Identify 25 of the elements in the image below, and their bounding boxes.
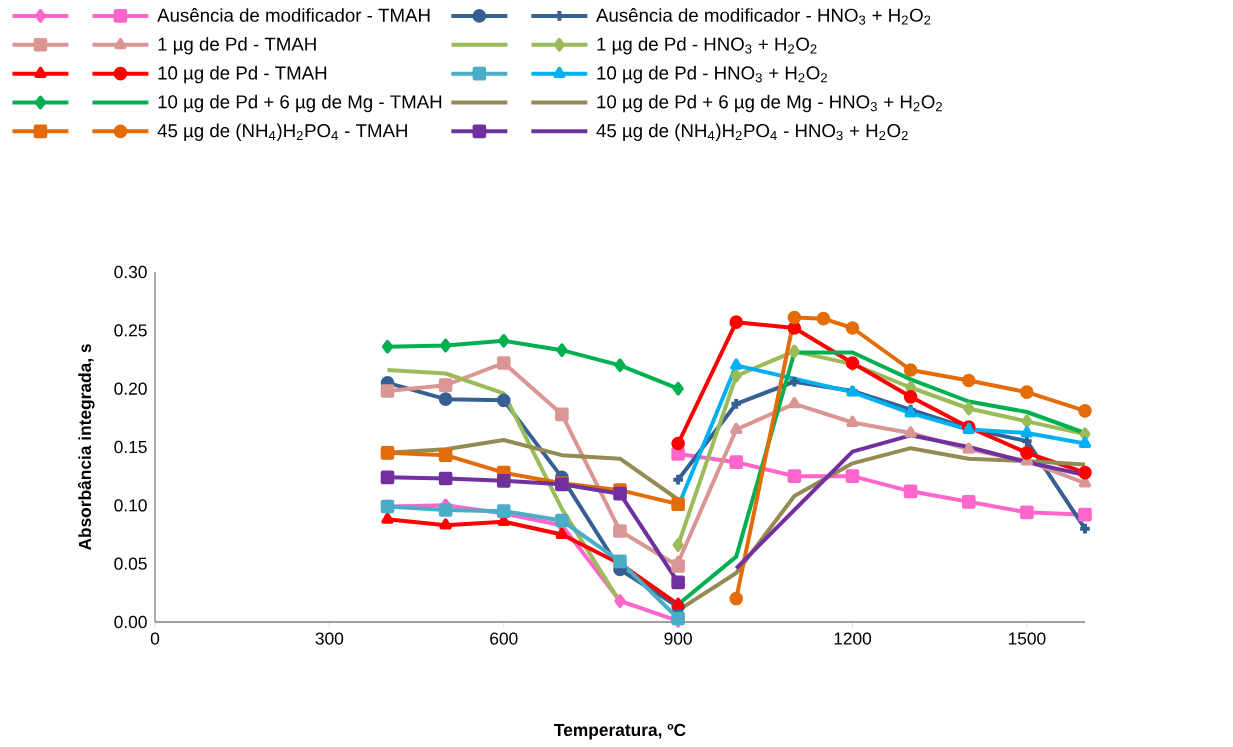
legend-label: 1 µg de Pd - HNO$_{3}$ + H$_{2}$O$_{2}$ <box>597 37 817 55</box>
y-tick-label: 0.05 <box>114 557 147 570</box>
text: 45 µg de (NH$_{4}$)H$_{2}$PO$_{4}$ - HNO$_{3}$ + H$_{2}$O$_{2}$ <box>596 123 908 141</box>
y-axis-title: Absorbância integrada, s <box>77 344 95 551</box>
y-tick-label: 0.30 <box>114 265 147 279</box>
y-tick-label: 0.10 <box>114 499 147 512</box>
x-tick-label: 600 <box>490 632 518 645</box>
legend-label: Ausência de modificador - TMAH <box>157 8 430 22</box>
legend-label: 10 µg de Pd + 6 µg de Mg - TMAH <box>158 94 442 113</box>
legend-label: 10 µg de Pd - HNO$_{3}$ + H$_{2}$O$_{2}$ <box>597 65 827 84</box>
x-axis-title: Temperatura, ºC <box>554 723 686 740</box>
x-tick-label: 1200 <box>834 632 872 645</box>
legend-label: Ausência de modificador - HNO$_{3}$ + H$_{2}$O$_{2}$ <box>596 8 931 25</box>
x-tick-label: 900 <box>664 632 692 645</box>
y-tick-label: 0.15 <box>114 440 147 454</box>
legend-label: 1 µg de Pd - TMAH <box>158 37 316 55</box>
legend-label: 45 µg de (NH$_{4}$)H$_{2}$PO$_{4}$ - TMAH <box>157 123 407 141</box>
y-tick-label: 0.25 <box>114 324 147 337</box>
x-tick-label: 1500 <box>1008 632 1046 645</box>
legend-label: 10 µg de Pd - TMAH <box>158 65 327 84</box>
x-tick-label: 300 <box>315 632 344 645</box>
legend-label: 10 µg de Pd + 6 µg de Mg - HNO$_{3}$ + H$_{2}$O$_{2}$ <box>597 94 942 113</box>
x-tick-label: 0 <box>150 632 160 645</box>
y-tick-label: 0.20 <box>114 382 147 395</box>
y-tick-label: 0.00 <box>114 615 147 629</box>
